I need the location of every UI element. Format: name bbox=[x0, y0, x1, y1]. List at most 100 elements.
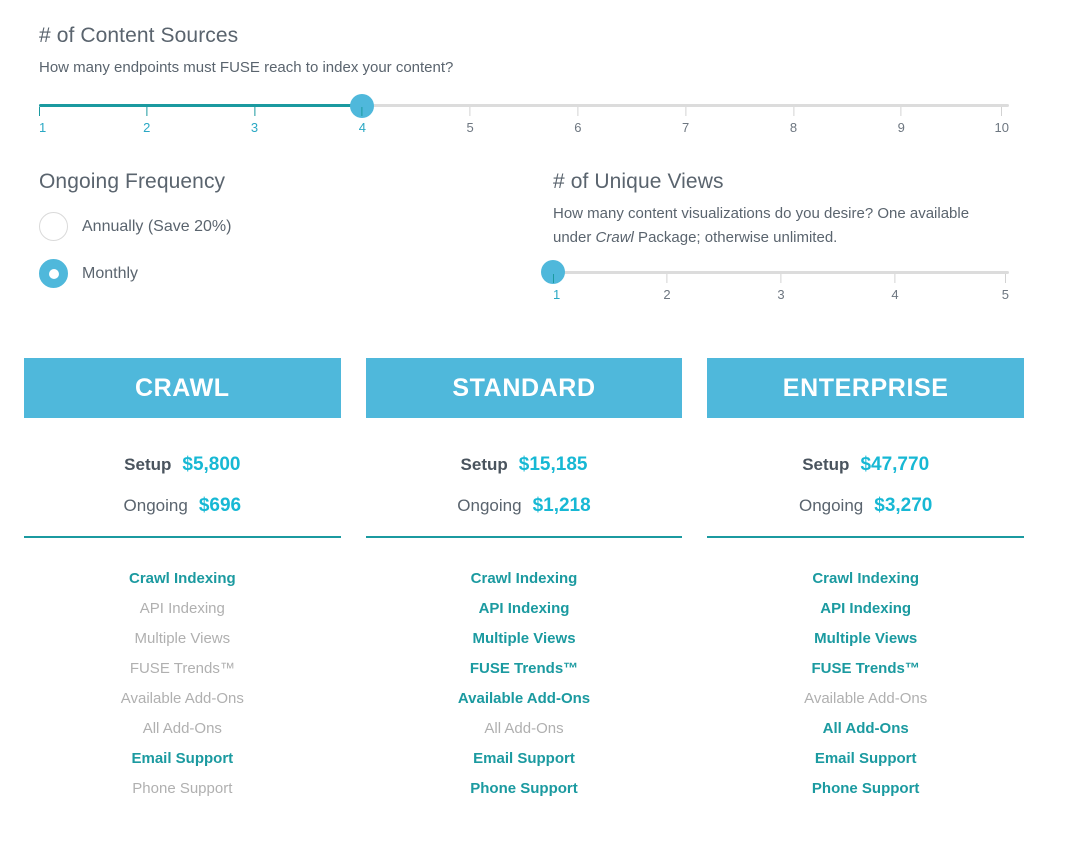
content-sources-tick-5[interactable]: 5 bbox=[466, 107, 474, 136]
setup-price-label: Setup bbox=[802, 455, 850, 474]
tick-label: 4 bbox=[891, 286, 899, 302]
frequency-option-label: Monthly bbox=[82, 264, 139, 282]
ongoing-price-value: $3,270 bbox=[874, 495, 933, 516]
content-sources-tick-9[interactable]: 9 bbox=[898, 107, 905, 135]
unique-views-tick-5[interactable]: 5 bbox=[1001, 273, 1009, 302]
tick-mark bbox=[900, 107, 902, 117]
tick-mark bbox=[39, 107, 40, 117]
content-sources-tick-10[interactable]: 10 bbox=[995, 107, 1009, 135]
feature-item: Crawl Indexing bbox=[470, 570, 578, 587]
tick-label: 9 bbox=[897, 120, 905, 136]
plan-feature-list: Crawl Indexing API Indexing Multiple Views… bbox=[24, 538, 341, 804]
tick-label: 4 bbox=[358, 120, 366, 136]
content-sources-tick-6[interactable]: 6 bbox=[574, 107, 581, 135]
frequency-option-2[interactable]: Monthly bbox=[39, 259, 469, 288]
tick-mark bbox=[146, 107, 148, 117]
feature-item: API Indexing bbox=[820, 600, 912, 617]
plan-prices: Setup $5,800 Ongoing $696 bbox=[24, 418, 341, 517]
feature-item: Email Support bbox=[814, 750, 917, 767]
unique-views-description-part1: How many content visualizations do you d… bbox=[553, 205, 970, 247]
plan-prices: Setup $15,185 Ongoing $1,218 bbox=[366, 418, 683, 517]
unique-views-description: How many content visualizations do you d… bbox=[553, 202, 1009, 251]
tick-mark bbox=[1004, 273, 1006, 283]
tick-label: 3 bbox=[250, 120, 259, 136]
unique-views-description-emphasis: Crawl bbox=[595, 229, 634, 247]
content-sources-tick-1[interactable]: 1 bbox=[39, 107, 46, 135]
ongoing-price-row: Ongoing $3,270 bbox=[707, 495, 1024, 517]
content-sources-tick-7[interactable]: 7 bbox=[682, 107, 689, 135]
plan-header: CRAWL bbox=[24, 358, 341, 418]
ongoing-frequency-section: Ongoing Frequency Annually (Save 20%) Mon… bbox=[39, 170, 469, 288]
pricing-cards: CRAWL Setup $5,800 Ongoing $696 Crawl Indexin… bbox=[24, 358, 1025, 804]
feature-item: FUSE Trends™ bbox=[811, 660, 920, 677]
content-sources-tick-8[interactable]: 8 bbox=[790, 107, 797, 135]
ongoing-price-label: Ongoing bbox=[457, 496, 522, 515]
unique-views-section: # of Unique Views How many content visua… bbox=[541, 170, 1009, 304]
tick-label: 2 bbox=[143, 120, 151, 136]
content-sources-section: # of Content Sources How many endpoints … bbox=[39, 24, 1009, 137]
unique-views-slider[interactable]: 1 2 3 4 5 bbox=[541, 260, 1009, 304]
plan-feature-list: Crawl Indexing API Indexing Multiple Views… bbox=[707, 538, 1024, 804]
frequency-radio-group[interactable]: Annually (Save 20%) Monthly bbox=[39, 212, 469, 288]
setup-price-label: Setup bbox=[460, 455, 508, 474]
tick-label: 5 bbox=[1001, 286, 1009, 302]
tick-label: 8 bbox=[789, 120, 798, 136]
feature-item: Multiple Views bbox=[814, 630, 918, 647]
pricing-card-crawl: CRAWL Setup $5,800 Ongoing $696 Crawl Indexin… bbox=[24, 358, 341, 804]
unique-views-tick-1[interactable]: 1 bbox=[553, 273, 561, 302]
feature-item: All Add-Ons bbox=[142, 720, 222, 737]
plan-name: STANDARD bbox=[452, 373, 596, 402]
ongoing-price-row: Ongoing $696 bbox=[24, 495, 341, 517]
tick-label: 1 bbox=[553, 286, 561, 302]
content-sources-description: How many endpoints must FUSE reach to in… bbox=[39, 59, 454, 76]
feature-item: Phone Support bbox=[132, 780, 233, 797]
setup-price-row: Setup $5,800 bbox=[24, 454, 341, 476]
frequency-option-1[interactable]: Annually (Save 20%) bbox=[39, 212, 469, 241]
content-sources-tick-2[interactable]: 2 bbox=[143, 107, 150, 135]
feature-item: Available Add-Ons bbox=[120, 690, 244, 707]
plan-name: CRAWL bbox=[135, 373, 230, 402]
feature-item: Crawl Indexing bbox=[128, 570, 236, 587]
content-sources-tick-4[interactable]: 4 bbox=[359, 107, 366, 135]
unique-views-tick-3[interactable]: 3 bbox=[777, 273, 785, 302]
unique-views-tick-2[interactable]: 2 bbox=[663, 273, 671, 302]
slider-tick-row: 1 2 3 4 5 6 7 8 9 10 bbox=[39, 107, 1009, 137]
unique-views-tick-4[interactable]: 4 bbox=[891, 273, 899, 302]
tick-mark bbox=[666, 273, 668, 283]
feature-item: Multiple Views bbox=[472, 630, 576, 647]
tick-label: 3 bbox=[777, 286, 785, 302]
setup-price-label: Setup bbox=[124, 455, 172, 474]
feature-item: Phone Support bbox=[811, 780, 920, 797]
feature-item: API Indexing bbox=[139, 600, 225, 617]
tick-mark bbox=[254, 107, 256, 117]
feature-item: Available Add-Ons bbox=[457, 690, 591, 707]
feature-item: Email Support bbox=[131, 750, 234, 767]
plan-feature-list: Crawl Indexing API Indexing Multiple Views… bbox=[366, 538, 683, 804]
content-sources-tick-3[interactable]: 3 bbox=[251, 107, 258, 135]
tick-label: 1 bbox=[39, 120, 47, 136]
tick-mark bbox=[894, 273, 896, 283]
feature-item: Email Support bbox=[473, 750, 575, 767]
pricing-card-standard: STANDARD Setup $15,185 Ongoing $1,218 Crawl I… bbox=[365, 358, 683, 804]
plan-prices: Setup $47,770 Ongoing $3,270 bbox=[707, 418, 1024, 517]
unique-views-tick-row: 1 2 3 4 5 bbox=[553, 273, 1009, 304]
tick-label: 10 bbox=[994, 120, 1009, 136]
feature-item: FUSE Trends™ bbox=[469, 660, 579, 677]
tick-mark bbox=[780, 273, 782, 283]
plan-header: ENTERPRISE bbox=[707, 358, 1025, 418]
feature-item: Crawl Indexing bbox=[812, 570, 920, 587]
setup-price-row: Setup $15,185 bbox=[366, 454, 683, 476]
feature-item: API Indexing bbox=[478, 600, 570, 617]
content-sources-slider[interactable]: 1 2 3 4 5 6 7 8 9 10 bbox=[39, 93, 1009, 137]
tick-mark bbox=[792, 107, 794, 117]
tick-mark bbox=[577, 107, 579, 117]
feature-item: Available Add-Ons bbox=[804, 690, 928, 707]
ongoing-price-label: Ongoing bbox=[123, 496, 188, 515]
plan-header: STANDARD bbox=[365, 358, 683, 418]
radio-unselected-icon[interactable] bbox=[39, 212, 68, 241]
setup-price-value: $5,800 bbox=[182, 454, 241, 475]
slider-active-track bbox=[39, 104, 363, 108]
tick-label: 5 bbox=[466, 120, 474, 136]
radio-selected-icon[interactable] bbox=[39, 259, 68, 288]
tick-mark bbox=[553, 273, 554, 283]
